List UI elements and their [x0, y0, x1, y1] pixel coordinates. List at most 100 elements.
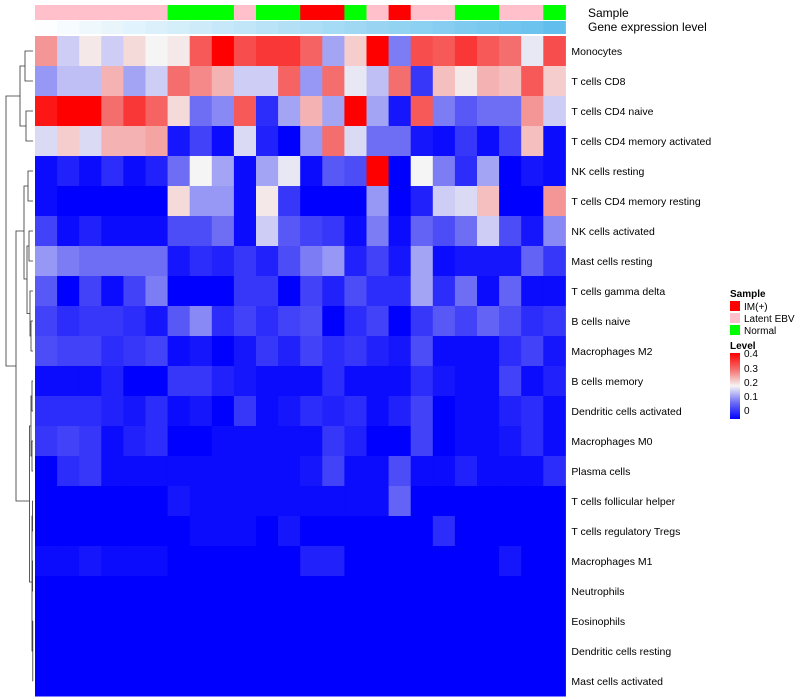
heatmap-cell [344, 516, 367, 547]
heatmap-cell [167, 126, 191, 157]
heatmap-cell [543, 66, 566, 97]
heatmap-cell [233, 516, 257, 547]
heatmap-cell [57, 246, 80, 277]
heatmap-cell [477, 276, 500, 307]
row-label: T cells CD4 naive [571, 106, 653, 118]
heatmap-cell [189, 456, 213, 487]
heatmap-cell [278, 66, 301, 97]
gene-expression-annotation-cell [300, 21, 323, 34]
heatmap-cell [521, 156, 544, 187]
heatmap-cell [344, 666, 367, 697]
heatmap-cell [256, 516, 279, 547]
heatmap-cell [101, 66, 124, 97]
sample-annotation-cell [189, 5, 213, 20]
dendrogram-branch [31, 440, 33, 472]
heatmap-cell [211, 456, 235, 487]
heatmap-cell [454, 306, 478, 337]
sample-legend-swatch-latent [730, 313, 740, 323]
heatmap-cell [256, 576, 279, 607]
heatmap-cell [35, 126, 58, 157]
sample-annotation-cell [35, 5, 58, 20]
heatmap-cell [543, 216, 566, 247]
heatmap-cell [35, 66, 58, 97]
heatmap-cell [256, 486, 279, 517]
heatmap-cell [101, 306, 124, 337]
heatmap-cell [410, 666, 434, 697]
gene-expression-annotation-cell [499, 21, 522, 34]
heatmap-cell [123, 36, 146, 67]
heatmap-cell [167, 246, 191, 277]
sample-annotation-cell [521, 5, 544, 20]
heatmap-cell [543, 456, 566, 487]
heatmap-cell [211, 576, 235, 607]
heatmap-cell [233, 456, 257, 487]
sample-annotation-cell [57, 5, 80, 20]
heatmap-cell [499, 276, 522, 307]
heatmap-cell [388, 456, 412, 487]
heatmap-cell [322, 276, 345, 307]
heatmap-cell [256, 96, 279, 127]
heatmap-cell [499, 66, 522, 97]
gene-expression-annotation-cell [123, 21, 146, 34]
heatmap-cell [344, 216, 367, 247]
heatmap-cell [432, 366, 456, 397]
heatmap-cell [57, 156, 80, 187]
heatmap-cell [543, 336, 566, 367]
heatmap-cell [145, 366, 169, 397]
heatmap-cell [167, 96, 191, 127]
heatmap-cell [101, 366, 124, 397]
heatmap-cell [454, 186, 478, 217]
heatmap-cell [35, 516, 58, 547]
heatmap-cell [256, 246, 279, 277]
heatmap-cell [366, 666, 390, 697]
heatmap-cell [344, 456, 367, 487]
heatmap-cell [79, 576, 102, 607]
heatmap-cell [388, 366, 412, 397]
heatmap-cell [278, 246, 301, 277]
sample-legend-label-latent: Latent EBV [744, 314, 795, 325]
sample-annotation-cell [499, 5, 522, 20]
heatmap-cell [189, 636, 213, 667]
heatmap-cell [278, 336, 301, 367]
heatmap-cell [432, 306, 456, 337]
heatmap-cell [123, 186, 146, 217]
sample-annotation-cell [233, 5, 257, 20]
heatmap-cell [167, 636, 191, 667]
heatmap-cell [344, 636, 367, 667]
heatmap-cell [543, 36, 566, 67]
sample-legend-label-normal: Normal [744, 326, 776, 337]
sample-annotation-cell [145, 5, 169, 20]
heatmap-cell [35, 36, 58, 67]
heatmap-cell [278, 306, 301, 337]
heatmap-cell [189, 486, 213, 517]
gene-expression-annotation-cell [189, 21, 213, 34]
heatmap-cell [278, 216, 301, 247]
sample-legend-swatch-im [730, 301, 740, 311]
heatmap-cell [388, 126, 412, 157]
heatmap-cell [366, 486, 390, 517]
heatmap-cell [477, 96, 500, 127]
heatmap-cell [521, 486, 544, 517]
heatmap-cell [35, 306, 58, 337]
heatmap-cell [79, 126, 102, 157]
heatmap-cell [543, 186, 566, 217]
heatmap-cell [344, 36, 367, 67]
heatmap-cell [233, 396, 257, 427]
heatmap-cell [167, 396, 191, 427]
heatmap-cell [300, 276, 323, 307]
dendrogram-branch [27, 170, 33, 202]
heatmap-cell [167, 66, 191, 97]
gene-expression-annotation-cell [477, 21, 500, 34]
heatmap-cell [300, 96, 323, 127]
heatmap-cell [477, 366, 500, 397]
heatmap-cell [499, 636, 522, 667]
heatmap-cell [123, 156, 146, 187]
heatmap-cell [101, 576, 124, 607]
row-label: NK cells activated [571, 226, 655, 238]
heatmap-cell [145, 396, 169, 427]
heatmap-cell [410, 186, 434, 217]
heatmap-cell [211, 336, 235, 367]
heatmap-cell [432, 396, 456, 427]
gene-expression-annotation-cell [432, 21, 456, 34]
heatmap-cell [123, 96, 146, 127]
